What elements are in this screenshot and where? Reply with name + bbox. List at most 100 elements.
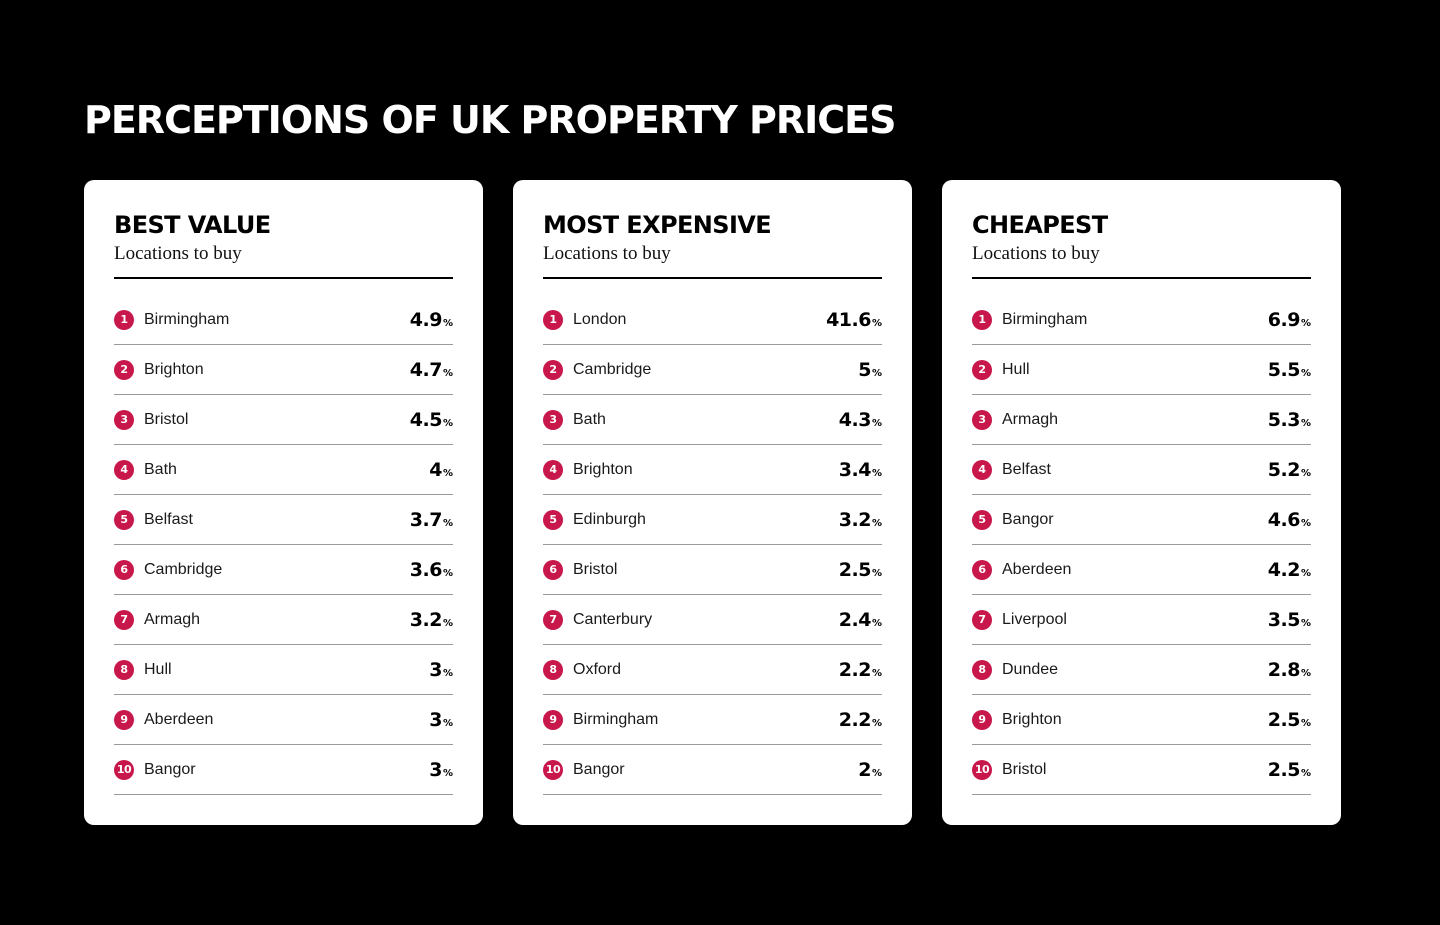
percent-sign: % [871, 317, 882, 329]
rank-badge: 3 [114, 409, 134, 430]
rank-badge: 8 [543, 659, 563, 680]
percentage-value: 4.7% [410, 359, 453, 381]
percentage-value: 3% [429, 759, 453, 781]
percentage-value: 3% [429, 709, 453, 731]
percent-sign: % [1300, 767, 1311, 779]
table-row: 9 Birmingham 2.2% [543, 695, 882, 745]
city-name: Aberdeen [144, 710, 214, 728]
rank-badge: 10 [543, 759, 563, 780]
city-name: Bristol [573, 560, 618, 578]
value-number: 5.5 [1267, 358, 1301, 381]
percent-sign: % [871, 467, 882, 479]
card-title: CHEAPEST [972, 211, 1108, 239]
city-name: Armagh [1002, 410, 1059, 428]
value-number: 3 [429, 758, 442, 781]
rank-badge: 5 [543, 509, 563, 530]
city-name: Armagh [144, 610, 201, 628]
city-name: Birmingham [573, 710, 659, 728]
percent-sign: % [442, 717, 453, 729]
city-name: Liverpool [1002, 610, 1067, 628]
percent-sign: % [442, 517, 453, 529]
city-name: Hull [1002, 360, 1030, 378]
card-best-value: BEST VALUE Locations to buy 1 Birmingham 4… [84, 180, 483, 825]
percent-sign: % [1300, 517, 1311, 529]
value-number: 3.2 [838, 508, 872, 531]
city-name: Brighton [144, 360, 204, 378]
city-name: Bristol [144, 410, 189, 428]
table-row: 8 Hull 3% [114, 645, 453, 695]
table-row: 4 Belfast 5.2% [972, 445, 1311, 495]
city-name: Bangor [1002, 510, 1054, 528]
percentage-value: 4.3% [839, 409, 882, 431]
table-row: 1 Birmingham 4.9% [114, 295, 453, 345]
table-row: 3 Armagh 5.3% [972, 395, 1311, 445]
percentage-value: 2.8% [1268, 659, 1311, 681]
table-row: 6 Aberdeen 4.2% [972, 545, 1311, 595]
table-row: 6 Bristol 2.5% [543, 545, 882, 595]
percentage-value: 6.9% [1268, 309, 1311, 331]
rank-badge: 9 [972, 709, 992, 730]
value-number: 2.2 [838, 658, 872, 681]
percentage-value: 5.3% [1268, 409, 1311, 431]
percentage-value: 4% [429, 459, 453, 481]
city-name: Bangor [573, 760, 625, 778]
percent-sign: % [1300, 467, 1311, 479]
table-row: 6 Cambridge 3.6% [114, 545, 453, 595]
table-row: 7 Armagh 3.2% [114, 595, 453, 645]
value-number: 4.2 [1267, 558, 1301, 581]
ranking-list: 1 Birmingham 4.9% 2 Brighton 4.7% 3 Bristol 4.5%… [114, 295, 453, 795]
percent-sign: % [442, 617, 453, 629]
table-row: 9 Aberdeen 3% [114, 695, 453, 745]
value-number: 4.3 [838, 408, 872, 431]
table-row: 7 Canterbury 2.4% [543, 595, 882, 645]
percent-sign: % [442, 467, 453, 479]
rank-badge: 7 [543, 609, 563, 630]
percent-sign: % [871, 767, 882, 779]
rank-badge: 7 [114, 609, 134, 630]
percent-sign: % [1300, 567, 1311, 579]
value-number: 41.6 [826, 308, 871, 331]
value-number: 3.7 [409, 508, 443, 531]
city-name: Birmingham [1002, 310, 1088, 328]
rank-badge: 3 [972, 409, 992, 430]
percent-sign: % [871, 517, 882, 529]
percentage-value: 5% [858, 359, 882, 381]
rank-badge: 4 [543, 459, 563, 480]
percent-sign: % [871, 617, 882, 629]
value-number: 5.3 [1267, 408, 1301, 431]
rank-badge: 6 [114, 559, 134, 580]
table-row: 10 Bristol 2.5% [972, 745, 1311, 795]
value-number: 4 [429, 458, 442, 481]
city-name: Belfast [1002, 460, 1051, 478]
table-row: 8 Oxford 2.2% [543, 645, 882, 695]
percentage-value: 2.5% [839, 559, 882, 581]
city-name: Dundee [1002, 660, 1059, 678]
table-row: 7 Liverpool 3.5% [972, 595, 1311, 645]
percent-sign: % [442, 567, 453, 579]
ranking-list: 1 Birmingham 6.9% 2 Hull 5.5% 3 Armagh 5.3% 4 Belf… [972, 295, 1311, 795]
rank-badge: 7 [972, 609, 992, 630]
percent-sign: % [442, 417, 453, 429]
table-row: 3 Bristol 4.5% [114, 395, 453, 445]
percentage-value: 2.5% [1268, 759, 1311, 781]
value-number: 2.4 [838, 608, 872, 631]
city-name: Aberdeen [1002, 560, 1072, 578]
rank-badge: 5 [114, 509, 134, 530]
percentage-value: 4.6% [1268, 509, 1311, 531]
value-number: 3.5 [1267, 608, 1301, 631]
percentage-value: 4.9% [410, 309, 453, 331]
card-subtitle: Locations to buy [972, 243, 1100, 264]
card-subtitle: Locations to buy [114, 243, 242, 264]
percent-sign: % [1300, 617, 1311, 629]
rank-badge: 2 [543, 359, 563, 380]
table-row: 10 Bangor 2% [543, 745, 882, 795]
table-row: 1 Birmingham 6.9% [972, 295, 1311, 345]
card-cheapest: CHEAPEST Locations to buy 1 Birmingham 6.9… [942, 180, 1341, 825]
city-name: Oxford [573, 660, 622, 678]
rank-badge: 1 [972, 309, 992, 330]
rank-badge: 6 [972, 559, 992, 580]
card-title: MOST EXPENSIVE [543, 211, 772, 239]
value-number: 2.5 [1267, 758, 1301, 781]
table-row: 1 London 41.6% [543, 295, 882, 345]
percentage-value: 2.2% [839, 659, 882, 681]
